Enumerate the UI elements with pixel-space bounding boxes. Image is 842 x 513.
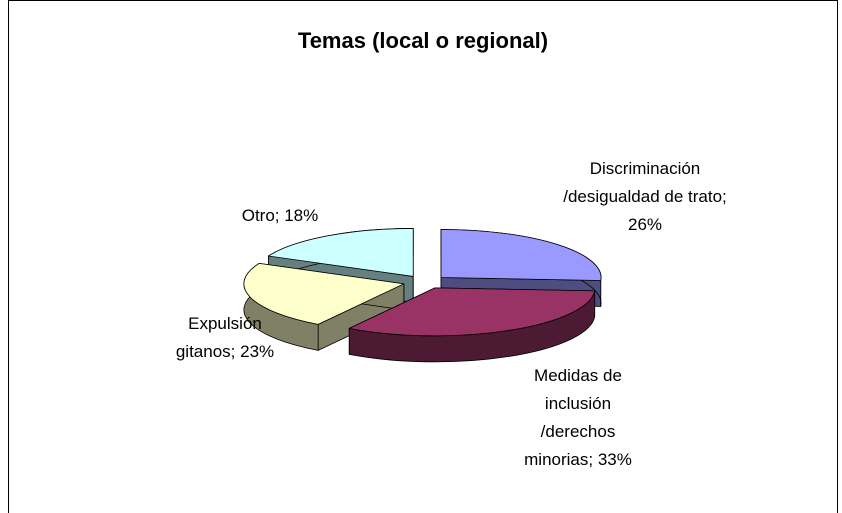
- pie-slice: [348, 287, 596, 337]
- pie-slice: [268, 228, 414, 277]
- pie-slice: [440, 229, 602, 281]
- data-label: Expulsión gitanos; 23%: [175, 314, 275, 361]
- data-label: Medidas de inclusión /derechos minorias;…: [524, 366, 632, 469]
- chart-title: Temas (local o regional): [297, 28, 549, 53]
- data-label: Discriminación /desigualdad de trato; 26…: [563, 159, 727, 234]
- pie-slice: [243, 263, 405, 325]
- chart-frame: [8, 0, 838, 513]
- data-label: Otro; 18%: [241, 206, 319, 225]
